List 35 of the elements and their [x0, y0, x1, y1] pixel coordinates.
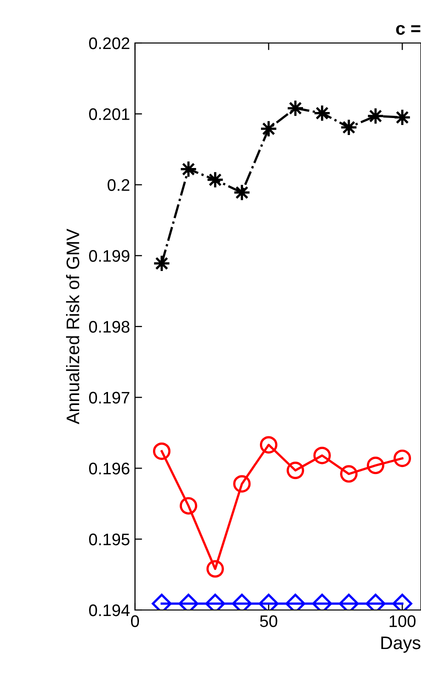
- y-tick-label: 0.199: [89, 250, 130, 262]
- y-tick-label: 0.198: [89, 320, 130, 333]
- y-tick-label: 0.201: [89, 108, 130, 120]
- point: [152, 254, 170, 272]
- point: [340, 118, 358, 136]
- point: [313, 104, 331, 122]
- point: [180, 160, 198, 178]
- point: [366, 107, 384, 125]
- point: [260, 120, 278, 138]
- point: [233, 184, 251, 202]
- point: [340, 465, 358, 483]
- point: [260, 436, 278, 454]
- point: [394, 450, 412, 468]
- point: [313, 446, 331, 464]
- point: [286, 99, 304, 117]
- x-tick-label: 50: [260, 615, 278, 628]
- point: [206, 560, 224, 578]
- point: [152, 442, 170, 460]
- y-tick-label: 0.196: [89, 462, 130, 474]
- y-tick-label: 0.202: [89, 37, 130, 50]
- x-axis-title: Days: [381, 636, 420, 653]
- y-tick-label: 0.195: [89, 534, 130, 546]
- x-tick-label: 0: [131, 615, 139, 628]
- point: [394, 108, 412, 126]
- y-tick-label: 0.2: [108, 179, 130, 191]
- point: [206, 171, 224, 189]
- point: [286, 462, 304, 480]
- x-tick-label: 100: [390, 615, 416, 628]
- y-tick-label: 0.194: [89, 604, 130, 616]
- y-tick-label: 0.197: [89, 392, 130, 404]
- y-axis-title: Annualized Risk of GMV: [66, 228, 80, 424]
- point: [366, 456, 384, 474]
- point: [180, 497, 198, 515]
- point: [233, 475, 251, 493]
- chart-title: c =: [396, 24, 420, 35]
